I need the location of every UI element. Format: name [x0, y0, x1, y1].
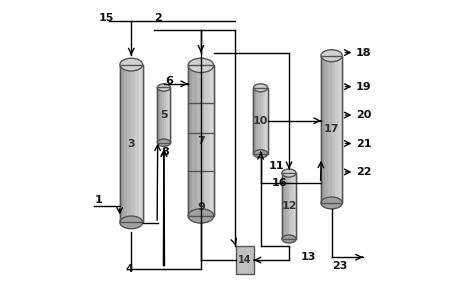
Bar [120, 65, 142, 222]
Bar [282, 173, 296, 239]
Bar [328, 56, 332, 203]
Text: 12: 12 [281, 201, 297, 211]
Text: 17: 17 [324, 124, 339, 134]
Bar [127, 65, 131, 222]
Ellipse shape [188, 209, 214, 223]
Text: 19: 19 [356, 82, 371, 92]
Ellipse shape [321, 50, 342, 62]
Bar [282, 173, 296, 239]
Text: 11: 11 [269, 161, 285, 171]
Ellipse shape [253, 84, 268, 92]
Bar [256, 88, 258, 154]
Text: 14: 14 [238, 255, 252, 265]
Text: 20: 20 [356, 110, 371, 120]
Text: 3: 3 [127, 139, 135, 148]
Text: 7: 7 [197, 136, 205, 146]
Text: 22: 22 [356, 167, 371, 177]
Text: 6: 6 [165, 76, 173, 86]
Bar [294, 173, 296, 239]
Bar [196, 65, 201, 216]
Bar [253, 88, 256, 154]
Ellipse shape [120, 216, 142, 229]
Text: 4: 4 [125, 263, 133, 274]
Bar [253, 88, 268, 154]
Ellipse shape [253, 150, 268, 158]
Bar [131, 65, 135, 222]
Ellipse shape [188, 58, 214, 73]
Text: 5: 5 [160, 110, 168, 120]
Bar [188, 65, 192, 216]
Text: 18: 18 [356, 48, 371, 58]
Bar [339, 56, 342, 203]
Bar [321, 56, 342, 203]
Bar [321, 56, 324, 203]
Bar [335, 56, 339, 203]
Bar [263, 88, 266, 154]
Bar [201, 65, 205, 216]
Bar [168, 88, 171, 143]
Ellipse shape [157, 139, 171, 146]
Text: 1: 1 [94, 195, 102, 205]
Bar [210, 65, 214, 216]
Text: 9: 9 [197, 202, 205, 212]
Bar [260, 88, 263, 154]
Bar [205, 65, 210, 216]
Bar [332, 56, 335, 203]
Text: 10: 10 [253, 116, 268, 126]
Text: 15: 15 [99, 13, 114, 24]
Bar [188, 65, 214, 216]
Ellipse shape [321, 197, 342, 209]
Text: 2: 2 [154, 13, 162, 24]
Bar [192, 65, 196, 216]
Bar [266, 88, 268, 154]
Bar [291, 173, 294, 239]
Text: 21: 21 [356, 139, 371, 148]
Bar [160, 88, 162, 143]
Bar [289, 173, 291, 239]
Bar [321, 56, 342, 203]
Bar [324, 56, 328, 203]
Bar [157, 88, 171, 143]
Bar [164, 88, 166, 143]
Ellipse shape [282, 169, 296, 177]
Text: 8: 8 [161, 147, 169, 157]
Bar [157, 88, 160, 143]
Text: 16: 16 [272, 178, 288, 188]
Bar [120, 65, 124, 222]
Bar [287, 173, 289, 239]
Bar [253, 88, 268, 154]
Ellipse shape [282, 235, 296, 243]
Bar [282, 173, 284, 239]
Bar [258, 88, 260, 154]
Bar [124, 65, 127, 222]
Bar [139, 65, 142, 222]
Bar [120, 65, 142, 222]
Text: 23: 23 [332, 261, 347, 271]
Bar [135, 65, 139, 222]
Bar [166, 88, 168, 143]
Ellipse shape [157, 84, 171, 91]
Bar [188, 65, 214, 216]
Bar [284, 173, 287, 239]
Text: 13: 13 [300, 252, 316, 262]
Bar [162, 88, 164, 143]
FancyBboxPatch shape [236, 246, 254, 274]
Ellipse shape [120, 58, 142, 71]
Bar [157, 88, 171, 143]
